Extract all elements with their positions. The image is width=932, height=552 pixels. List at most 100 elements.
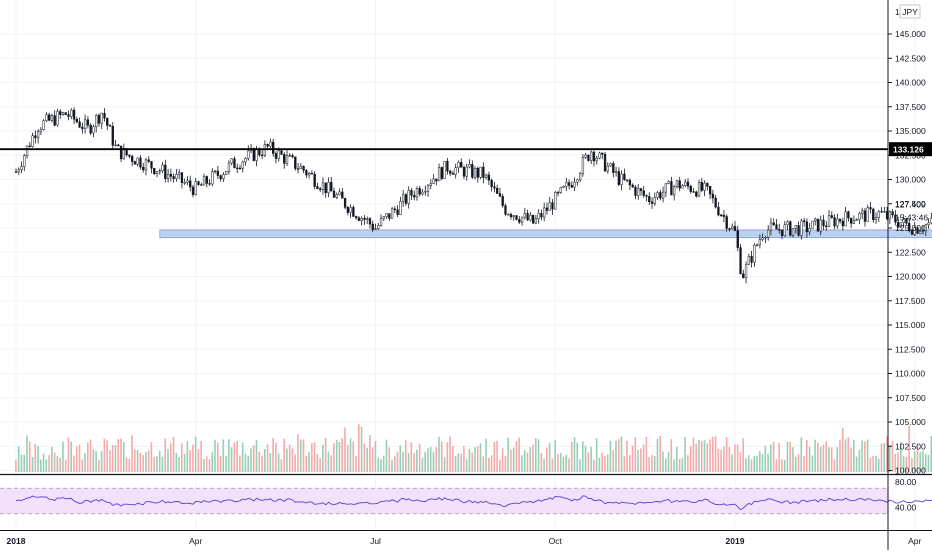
candle-body [274, 153, 278, 159]
volume-bar [720, 449, 722, 472]
time-tick-label: 2018 [7, 536, 26, 546]
volume-bar [346, 445, 349, 472]
volume-bar [147, 450, 150, 472]
volume-bar [653, 456, 656, 472]
candle-body [565, 182, 568, 187]
candle-body [460, 162, 463, 168]
volume-bar [620, 436, 623, 472]
volume-bar [322, 444, 324, 472]
volume-bar [587, 452, 590, 472]
volume-bar [457, 453, 460, 472]
candle-body [407, 190, 410, 204]
volume-bar [225, 455, 227, 472]
volume-bar [924, 453, 927, 472]
volume-bar [338, 442, 341, 472]
candle-body [805, 221, 809, 233]
volume-bar [280, 459, 283, 472]
volume-bar [181, 443, 183, 472]
volume-bar [388, 447, 391, 472]
candle-body [531, 214, 535, 224]
candle-body [255, 149, 258, 161]
support-zone-layer [159, 229, 932, 239]
volume-bar [34, 443, 37, 472]
candle-body [692, 191, 695, 193]
price-tick-label: 130.000 [895, 175, 926, 185]
candle-body [601, 152, 604, 155]
volume-bar [700, 441, 703, 472]
currency-label: JPY [902, 7, 918, 17]
volume-bar [565, 454, 568, 472]
candle-body [775, 224, 778, 230]
volume-bar [673, 459, 675, 472]
candle-body [23, 155, 26, 167]
volume-bar [78, 444, 81, 472]
price-tick-label: 105.000 [895, 417, 926, 427]
candle-body [205, 176, 208, 184]
candle-body [592, 151, 596, 162]
candle-body [454, 167, 457, 175]
candle-body [750, 256, 753, 263]
candle-body [852, 220, 856, 224]
volume-bar [374, 440, 377, 472]
candle-body [260, 154, 264, 157]
volume-bar [822, 444, 825, 472]
candle-body [573, 181, 576, 188]
volume-bar [100, 451, 103, 472]
candle-body [512, 215, 515, 218]
candle-body [697, 182, 701, 197]
candle-body [548, 202, 551, 211]
volume-bar [808, 446, 811, 472]
volume-bar [239, 455, 241, 472]
candle-body [473, 167, 477, 178]
volume-bar [316, 454, 319, 472]
candle-body [689, 185, 692, 192]
candle-body [581, 156, 585, 174]
candle-body [742, 273, 745, 279]
volume-bar [474, 447, 476, 472]
time-tick-label: 2019 [726, 536, 745, 546]
volume-bar [794, 456, 797, 472]
volume-bar [402, 451, 404, 472]
volume-bar [203, 459, 205, 472]
candle-body [34, 135, 37, 139]
volume-bar [192, 444, 194, 472]
volume-bar [861, 440, 863, 472]
candle-body [39, 129, 43, 133]
candle-body [155, 171, 159, 175]
candle-body [656, 192, 659, 198]
volume-bar [858, 450, 861, 472]
candle-body [493, 186, 496, 189]
candle-body [664, 183, 668, 193]
volume-bar [197, 449, 200, 472]
volume-bar [482, 456, 485, 472]
volume-bar [28, 441, 31, 472]
candle-body [695, 191, 698, 197]
volume-bar [454, 456, 457, 472]
volume-bar [92, 449, 95, 472]
volume-bar [590, 446, 592, 472]
candle-body [443, 160, 446, 179]
volume-bar [233, 442, 236, 472]
candle-body [462, 167, 466, 177]
candle-body [53, 115, 56, 126]
candle-body [725, 216, 728, 229]
candle-body [755, 244, 759, 246]
candle-body [703, 182, 706, 191]
candle-body [648, 196, 651, 203]
volume-bar [623, 456, 626, 472]
candle-body [402, 194, 405, 202]
volume-bar [277, 453, 280, 472]
volume-bar [128, 458, 131, 472]
candle-body [556, 192, 560, 194]
volume-bar [424, 452, 426, 472]
volume-bar [20, 454, 23, 472]
volume-bar [169, 443, 172, 472]
candle-body [457, 162, 460, 168]
candle-body [496, 187, 499, 194]
volume-bar [781, 458, 783, 472]
candle-body [285, 155, 289, 164]
volume-bar [523, 450, 526, 472]
volume-bar [158, 450, 161, 472]
